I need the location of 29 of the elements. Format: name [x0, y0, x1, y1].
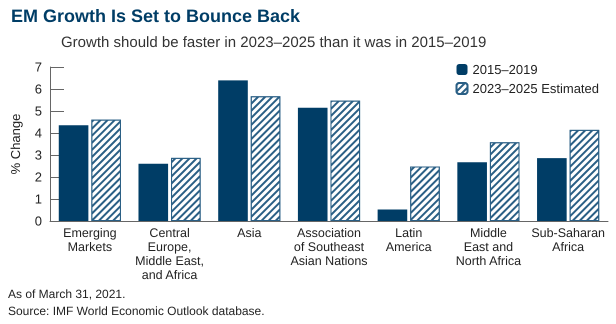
y-tick-label: 5 [34, 104, 42, 118]
y-tick-label: 6 [34, 82, 42, 96]
bar [378, 210, 408, 221]
y-tick-label: 3 [34, 148, 42, 162]
y-tick-label: 0 [34, 214, 42, 228]
y-tick-label: 2 [34, 170, 42, 184]
x-tick-label: Middle East and North Africa [456, 226, 522, 268]
x-tick-label: Asia [237, 226, 262, 240]
bar [537, 158, 567, 221]
source-note: Source: IMF World Economic Outlook database. [8, 304, 265, 318]
y-tick-label: 1 [34, 192, 42, 206]
chart-title: EM Growth Is Set to Bounce Back [11, 6, 302, 26]
y-tick-label: 7 [34, 60, 42, 74]
legend-label: 2015–2019 [472, 62, 538, 77]
bar [58, 125, 88, 221]
legend-label: 2023–2025 Estimated [472, 81, 599, 96]
text: As of March 31, 2021. [8, 287, 126, 301]
x-tick-label: Central Europe, Middle East, and Africa [135, 226, 204, 282]
x-tick-label: Sub-Saharan Africa [531, 226, 606, 254]
x-tick-label: Latin America [386, 226, 432, 254]
bar [298, 108, 328, 221]
chart-subtitle: Growth should be faster in 2023–2025 than it was in 2015–2019 [61, 34, 486, 51]
bar [218, 80, 248, 221]
x-tick-label: Association of Southeast Asian Nations [290, 226, 368, 268]
x-tick-label: Emerging Markets [63, 226, 117, 254]
y-tick-label: 4 [34, 126, 42, 140]
y-axis-title: % Change [8, 114, 23, 174]
bar [138, 164, 168, 221]
bar [457, 162, 487, 221]
